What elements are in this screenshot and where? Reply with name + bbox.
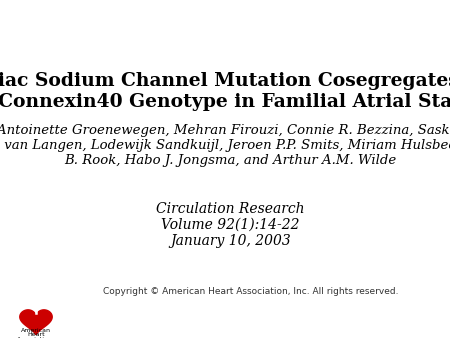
Text: American: American [21,328,51,333]
Text: Association.: Association. [17,337,55,338]
Polygon shape [20,310,52,336]
Text: Copyright © American Heart Association, Inc. All rights reserved.: Copyright © American Heart Association, … [103,287,398,296]
Text: Circulation Research
Volume 92(1):14-22
January 10, 2003: Circulation Research Volume 92(1):14-22 … [157,202,305,248]
Text: A Cardiac Sodium Channel Mutation Cosegregates With a
Rare Connexin40 Genotype i: A Cardiac Sodium Channel Mutation Cosegr… [0,72,450,111]
Text: Heart: Heart [27,332,45,337]
Text: by W. Antoinette Groenewegen, Mehran Firouzi, Connie R. Bezzina, Saskia Vliex,
I: by W. Antoinette Groenewegen, Mehran Fir… [0,124,450,167]
